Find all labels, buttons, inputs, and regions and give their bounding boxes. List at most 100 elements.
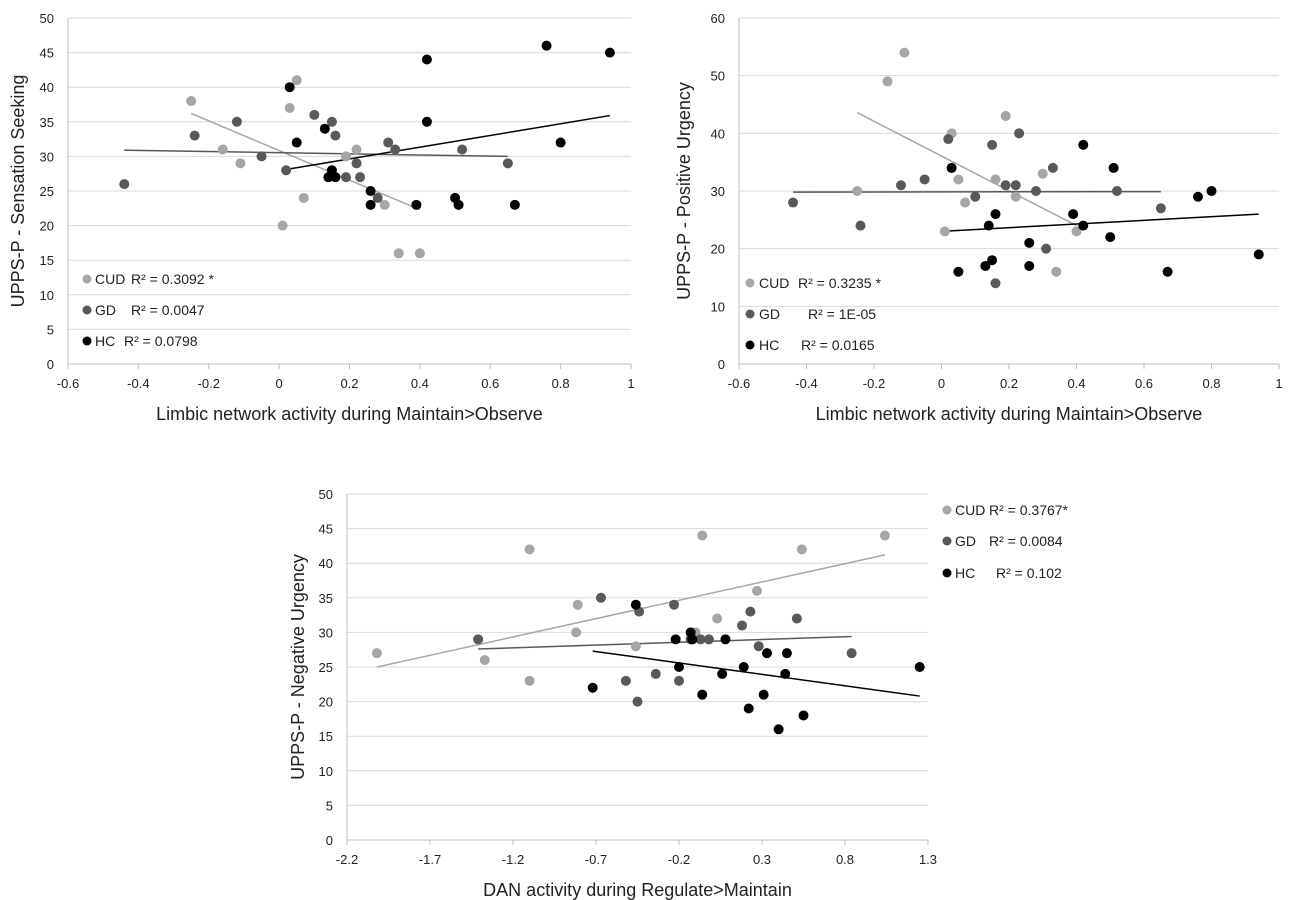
x-tick-label: -0.2: [668, 852, 690, 867]
point-gd: [1155, 203, 1166, 214]
x-tick-label: 1: [1275, 376, 1282, 391]
x-tick-label: -0.2: [198, 376, 220, 391]
legend-label-cud: CUD: [955, 502, 985, 518]
x-tick-label: -0.7: [585, 852, 607, 867]
point-hc: [980, 260, 991, 271]
point-gd: [390, 144, 401, 155]
trendline-hc: [592, 650, 920, 697]
point-hc: [743, 703, 754, 714]
point-hc: [421, 116, 432, 127]
point-hc: [670, 634, 681, 645]
point-hc: [1253, 249, 1264, 260]
point-gd: [355, 172, 366, 183]
point-cud: [351, 144, 362, 155]
point-hc: [697, 689, 708, 700]
point-gd: [340, 172, 351, 183]
point-gd: [256, 151, 267, 162]
point-cud: [752, 585, 763, 596]
trendline-gd: [478, 635, 852, 650]
point-hc: [720, 634, 731, 645]
y-tick-label: 10: [319, 764, 333, 779]
point-cud: [960, 197, 971, 208]
x-tick-label: -1.2: [502, 852, 524, 867]
point-cud: [882, 76, 893, 87]
point-cud: [291, 75, 302, 86]
y-axis-title: UPPS-P - Sensation Seeking: [8, 75, 28, 308]
legend-marker-hc: [942, 568, 952, 578]
point-cud: [284, 102, 295, 113]
point-gd: [745, 606, 756, 617]
y-tick-label: 10: [711, 299, 725, 314]
point-gd: [326, 116, 337, 127]
legend-marker-hc: [745, 340, 755, 350]
y-tick-label: 50: [40, 11, 54, 26]
legend-label-hc: HC: [955, 565, 975, 581]
point-gd: [231, 116, 242, 127]
y-tick-label: 15: [40, 253, 54, 268]
x-tick-label: -0.6: [728, 376, 750, 391]
legend-label-gd: GD: [759, 306, 780, 322]
y-tick-label: 20: [319, 695, 333, 710]
point-gd: [351, 158, 362, 169]
point-gd: [502, 158, 513, 169]
point-hc: [541, 40, 552, 51]
x-tick-label: 0.4: [1067, 376, 1085, 391]
point-gd: [383, 137, 394, 148]
point-gd: [737, 620, 748, 631]
y-tick-label: 0: [718, 357, 725, 372]
point-hc: [509, 199, 520, 210]
legend-r2-hc: R² = 0.0798: [124, 333, 198, 349]
point-gd: [1000, 180, 1011, 191]
point-cud: [571, 627, 582, 638]
point-hc: [798, 710, 809, 721]
point-gd: [896, 180, 906, 191]
point-hc: [914, 662, 925, 672]
point-hc: [1108, 162, 1119, 173]
point-cud: [899, 47, 910, 58]
point-cud: [235, 158, 246, 169]
point-hc: [717, 668, 728, 679]
point-gd: [457, 144, 468, 155]
point-hc: [291, 137, 302, 148]
point-gd: [1010, 180, 1021, 191]
y-tick-label: 30: [711, 184, 725, 199]
point-hc: [773, 724, 784, 735]
legend-r2-hc: R² = 0.0165: [801, 337, 875, 353]
chart-panel-2: 0 10 20 30 40 50 60 -0.6 -0.4 -0.2 0 0.2 0.4 0.6 0.8 1 L…: [674, 11, 1283, 424]
point-gd: [632, 696, 643, 707]
y-tick-label: 20: [711, 242, 725, 257]
y-tick-label: 40: [711, 126, 725, 141]
y-axis-title: UPPS-P - Positive Urgency: [674, 82, 694, 300]
x-tick-label: -0.4: [795, 376, 817, 391]
point-gd: [1031, 186, 1041, 196]
legend-r2-cud: R² = 0.3767*: [989, 502, 1069, 518]
y-tick-label: 60: [711, 11, 725, 26]
point-hc: [1162, 266, 1173, 277]
x-tick-label: -0.4: [127, 376, 149, 391]
point-cud: [990, 174, 1001, 185]
x-tick-label: 1.3: [919, 852, 937, 867]
x-tick-label: 0.6: [1135, 376, 1153, 391]
y-tick-label: 45: [40, 46, 54, 61]
point-cud: [340, 151, 351, 162]
point-hc: [1078, 139, 1089, 150]
x-axis-title: DAN activity during Regulate>Maintain: [483, 880, 792, 900]
point-hc: [555, 137, 566, 148]
point-hc: [365, 186, 376, 196]
point-cud: [393, 248, 404, 259]
point-cud: [277, 220, 288, 231]
legend-label-gd: GD: [95, 302, 116, 318]
point-gd: [788, 197, 798, 208]
point-gd: [1014, 128, 1025, 139]
point-gd: [473, 634, 484, 645]
legend-r2-gd: R² = 1E-05: [808, 306, 876, 322]
point-gd: [970, 191, 981, 202]
x-tick-label: 0.8: [836, 852, 854, 867]
point-hc: [1206, 186, 1217, 196]
legend-label-gd: GD: [955, 533, 976, 549]
point-hc: [421, 54, 432, 65]
legend-label-cud: CUD: [759, 275, 789, 291]
point-hc: [319, 123, 330, 134]
point-gd: [1112, 186, 1122, 196]
